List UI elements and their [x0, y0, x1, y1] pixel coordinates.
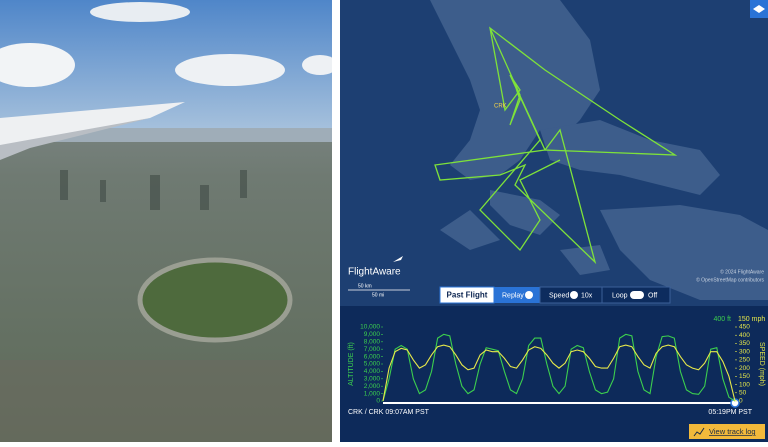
- y2-tick-label: 250: [739, 357, 750, 364]
- y2-tick-label: 400: [739, 332, 750, 339]
- y-tick-label: 0: [376, 398, 380, 405]
- y2-tick-label: 150: [739, 373, 750, 380]
- current-altitude: 400 ft: [713, 316, 731, 323]
- y-tick-label: 2,000: [364, 383, 381, 390]
- y-tick-label: 7,000: [364, 346, 381, 353]
- map: CRK FlightAware 50 km 50 mi © 2024 Fligh…: [340, 0, 768, 306]
- end-label: 05:19PM PST: [708, 409, 752, 416]
- y-tick-label: 9,000: [364, 331, 381, 338]
- photo: [0, 0, 338, 442]
- airport-label: CRK: [494, 104, 507, 110]
- past-flight: Past Flight: [447, 291, 488, 300]
- copyright: © 2024 FlightAware: [720, 268, 764, 275]
- loop: Loop: [612, 292, 628, 299]
- y2-tick-label: 50: [739, 389, 747, 396]
- series-line: [382, 344, 736, 402]
- track-log: View track log: [709, 427, 756, 436]
- chart-panel: [340, 306, 768, 442]
- replay: Replay: [502, 292, 524, 299]
- speed-value: 10x: [581, 292, 593, 299]
- y-tick-label: 5,000: [364, 361, 381, 368]
- y2-tick-label: 200: [739, 365, 750, 372]
- playback-controls: Past Flight Replay Speed 10x Loop Off: [439, 286, 671, 304]
- start-label: CRK / CRK 09:07AM PST: [348, 409, 430, 416]
- scale-km: 50 km: [358, 283, 372, 289]
- y-tick-label: 1,000: [364, 390, 381, 397]
- y-tick-label: 10,000: [360, 324, 380, 331]
- speed: Speed: [549, 292, 569, 299]
- y-tick-label: 8,000: [364, 339, 381, 346]
- y-tick-label: 4,000: [364, 368, 381, 375]
- altitude-speed-chart: ALTITUDE (ft) SPEED (mph) 400 ft 150 mph…: [348, 316, 765, 439]
- y2-tick-label: 350: [739, 340, 750, 347]
- brand: FlightAware: [348, 267, 401, 278]
- loop-state: Off: [648, 292, 657, 299]
- altitude-axis-label: ALTITUDE (ft): [348, 342, 355, 386]
- y2-tick-label: 300: [739, 348, 750, 355]
- current-speed: 150 mph: [738, 316, 765, 323]
- y2-tick-label: 100: [739, 381, 750, 388]
- y2-tick-label: 450: [739, 324, 750, 331]
- osm-credit: © OpenStreetMap contributors: [696, 276, 764, 283]
- track-log-button[interactable]: [689, 424, 765, 439]
- speed-axis-label: SPEED (mph): [758, 342, 765, 386]
- y-tick-label: 6,000: [364, 353, 381, 360]
- y-tick-label: 3,000: [364, 376, 381, 383]
- replay-button[interactable]: [494, 287, 540, 303]
- y2-tick-label: 0: [739, 398, 743, 405]
- scale-mi: 50 mi: [372, 292, 384, 298]
